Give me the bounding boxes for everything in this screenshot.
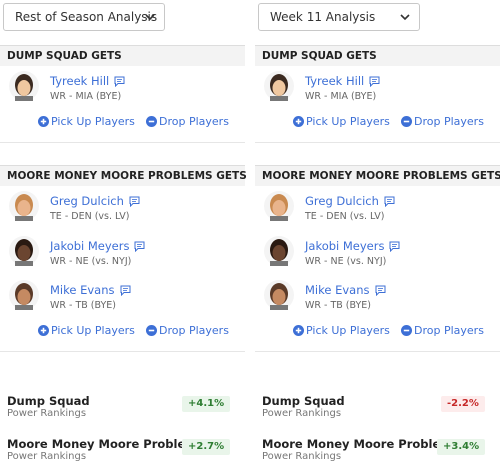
player-avatar: [9, 71, 39, 101]
team-header: DUMP SQUAD GETS: [255, 45, 500, 66]
player-detail: WR - NE (vs. NYJ): [305, 255, 387, 267]
ranking-label: Power Rankings: [262, 408, 342, 419]
minus-icon: [401, 116, 412, 127]
player-name[interactable]: Greg Dulcich: [305, 194, 379, 208]
ranking-team: Dump Squad: [262, 394, 345, 408]
pick-up-players-link[interactable]: Pick Up Players: [306, 115, 390, 128]
dropdown-chevron: [400, 14, 410, 21]
pick-up-players-link[interactable]: Pick Up Players: [51, 324, 135, 337]
player-detail: WR - TB (BYE): [305, 300, 372, 311]
player-detail: TE - DEN (vs. LV): [305, 211, 385, 222]
player-detail: WR - MIA (BYE): [305, 91, 377, 102]
separator: [255, 351, 500, 352]
analysis-dropdown[interactable]: Rest of Season Analysis: [3, 3, 165, 31]
player-name[interactable]: Mike Evans: [50, 283, 115, 297]
player-name[interactable]: Greg Dulcich: [50, 194, 124, 208]
team-header: MOORE MONEY MOORE PROBLEMS GETS: [0, 165, 247, 186]
player-detail: TE - DEN (vs. LV): [50, 211, 130, 222]
ranking-change: +3.4%: [437, 439, 486, 455]
team-header: MOORE MONEY MOORE PROBLEMS GETS: [255, 165, 500, 186]
dropdown-chevron: [145, 14, 155, 21]
drop-players-link[interactable]: Drop Players: [159, 115, 229, 128]
drop-players-link[interactable]: Drop Players: [414, 115, 484, 128]
player-avatar: [9, 280, 39, 310]
player-avatar: [264, 71, 294, 101]
comment-icon: [389, 241, 400, 252]
minus-icon: [146, 116, 157, 127]
player-detail: WR - NE (vs. NYJ): [50, 255, 132, 267]
comment-icon: [129, 196, 140, 207]
player-name[interactable]: Tyreek Hill: [50, 74, 110, 88]
ranking-label: Power Rankings: [7, 408, 87, 419]
player-avatar: [264, 191, 294, 221]
drop-players-link[interactable]: Drop Players: [414, 324, 484, 337]
comment-icon: [134, 241, 145, 252]
player-detail: WR - MIA (BYE): [50, 91, 122, 102]
comment-icon: [114, 76, 125, 87]
ranking-change: -2.2%: [441, 396, 485, 412]
comment-icon: [384, 196, 395, 207]
comment-icon: [375, 285, 386, 296]
player-avatar: [9, 235, 39, 266]
team-header: DUMP SQUAD GETS: [0, 45, 245, 66]
ranking-label: Power Rankings: [262, 451, 342, 462]
player-name[interactable]: Tyreek Hill: [305, 74, 365, 88]
pick-up-players-link[interactable]: Pick Up Players: [51, 115, 135, 128]
plus-icon: [38, 116, 49, 127]
player-name[interactable]: Mike Evans: [305, 283, 370, 297]
dropdown-text: Rest of Season Analysis: [15, 10, 158, 24]
analysis-dropdown[interactable]: Week 11 Analysis: [258, 3, 420, 31]
plus-icon: [38, 325, 49, 336]
ranking-team: Moore Money Moore Problems: [262, 437, 460, 451]
comment-icon: [120, 285, 131, 296]
plus-icon: [293, 116, 304, 127]
minus-icon: [146, 325, 157, 336]
player-detail: WR - TB (BYE): [50, 300, 117, 311]
minus-icon: [401, 325, 412, 336]
player-name[interactable]: Jakobi Meyers: [50, 238, 130, 253]
ranking-label: Power Rankings: [7, 451, 87, 462]
ranking-change: +2.7%: [182, 439, 231, 455]
player-name[interactable]: Jakobi Meyers: [305, 238, 385, 253]
player-avatar: [264, 280, 294, 310]
comment-icon: [369, 76, 380, 87]
player-avatar: [9, 191, 39, 221]
separator: [255, 142, 500, 143]
drop-players-link[interactable]: Drop Players: [159, 324, 229, 337]
separator: [0, 142, 245, 143]
player-avatar: [264, 235, 294, 266]
ranking-change: +4.1%: [182, 396, 231, 412]
pick-up-players-link[interactable]: Pick Up Players: [306, 324, 390, 337]
separator: [0, 351, 245, 352]
plus-icon: [293, 325, 304, 336]
dropdown-text: Week 11 Analysis: [270, 10, 376, 24]
ranking-team: Moore Money Moore Problems: [7, 437, 205, 451]
ranking-team: Dump Squad: [7, 394, 90, 408]
